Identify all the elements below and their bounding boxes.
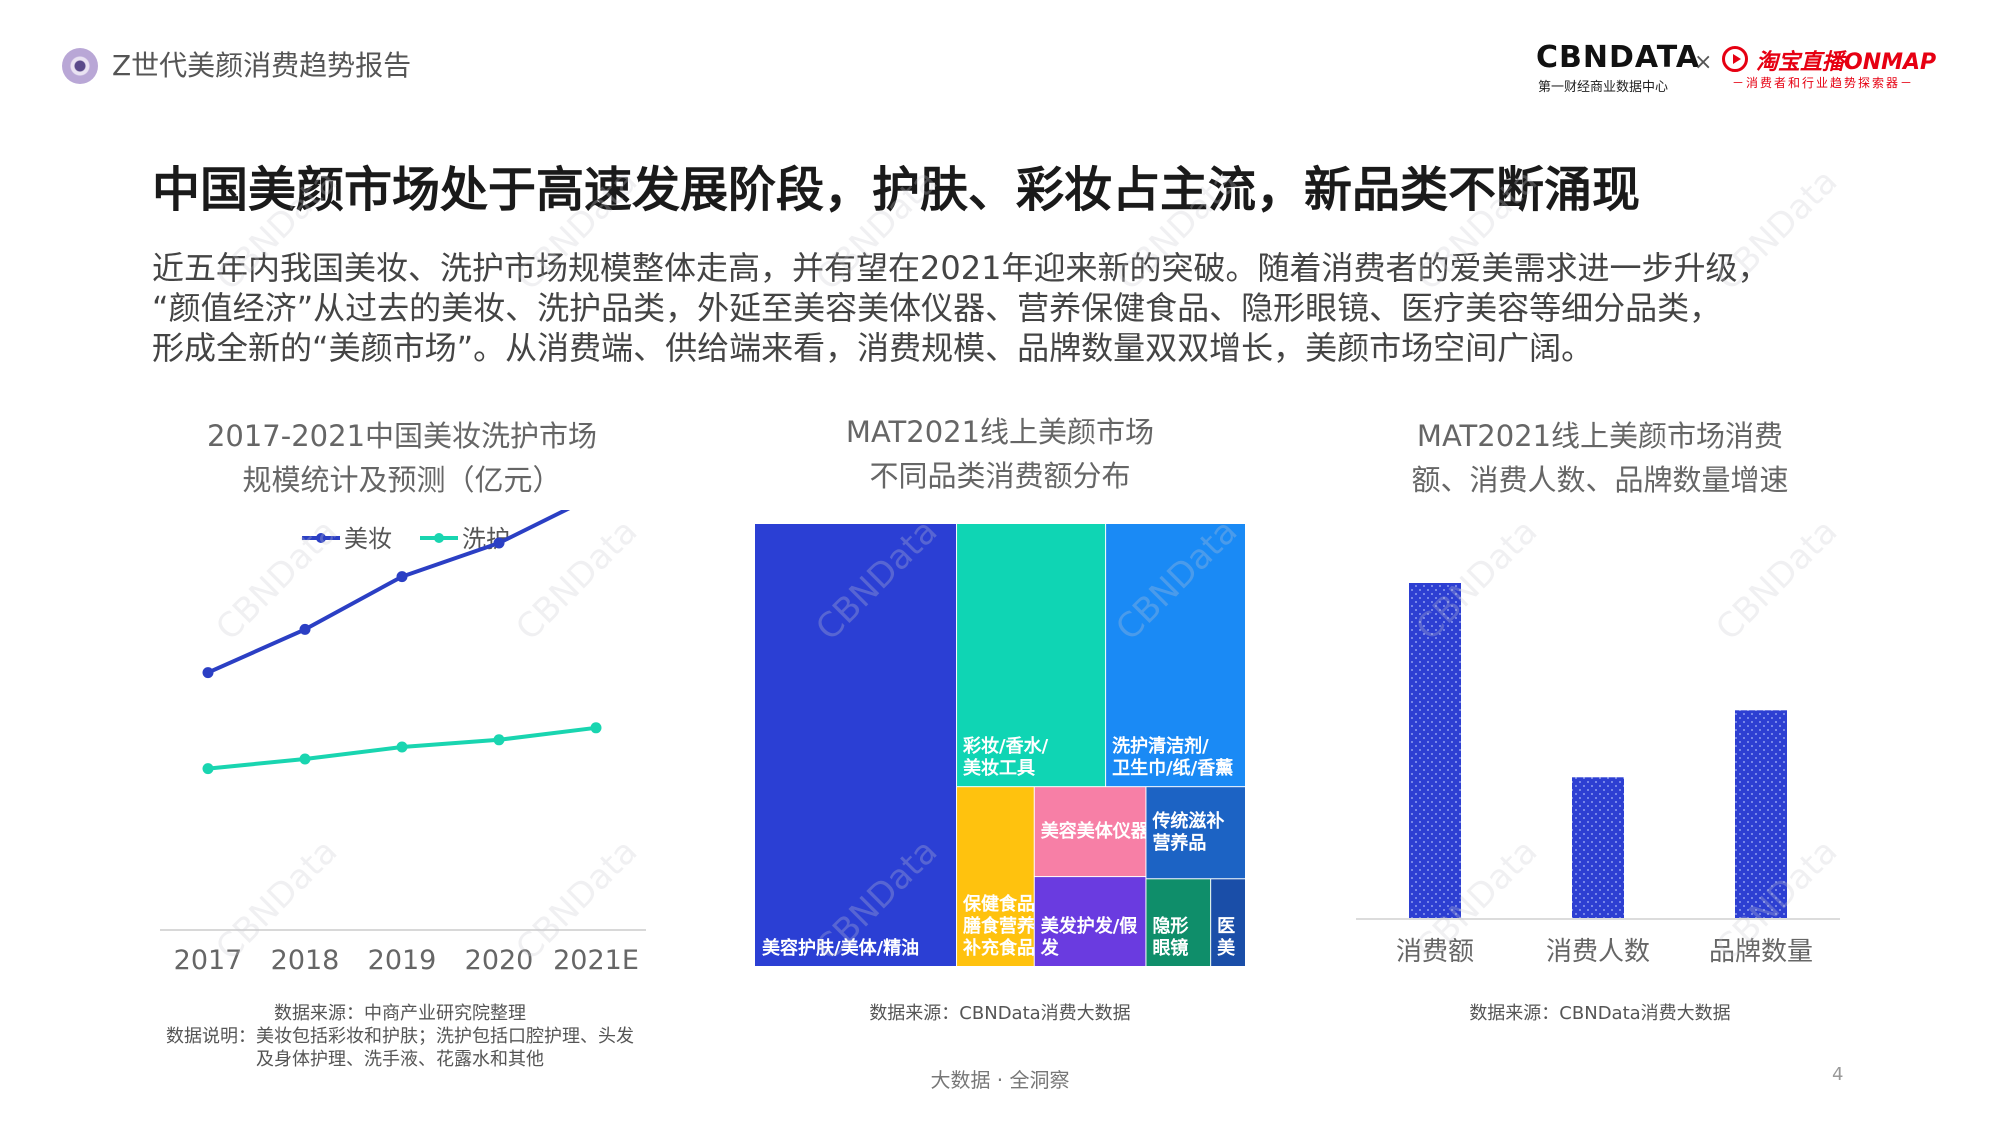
intro-line: 近五年内我国美妆、洗护市场规模整体走高，并有望在2021年迎来新的突破。随着消费… — [152, 249, 1770, 287]
treemap-source: 数据来源：CBNData消费大数据 — [760, 1002, 1240, 1025]
treemap-label: 传统滋补营养品 — [1151, 810, 1224, 854]
bar-chart-title-line: 额、消费人数、品牌数量增速 — [1411, 463, 1789, 497]
treemap-rect — [957, 524, 1106, 787]
data-point — [493, 734, 505, 746]
treemap-title: MAT2021线上美颜市场 不同品类消费额分布 — [760, 410, 1240, 498]
data-point — [299, 753, 311, 765]
x-tick-label: 2020 — [465, 945, 534, 976]
treemap-rect — [957, 787, 1034, 966]
bar-chart-title-line: MAT2021线上美颜市场消费 — [1416, 419, 1784, 453]
taobao-live-logo: 淘宝直播ONMAP — [1756, 50, 1937, 75]
bar-消费额 — [1409, 583, 1461, 918]
bar-消费人数 — [1572, 777, 1624, 918]
data-point — [396, 741, 408, 753]
data-point — [396, 571, 408, 583]
footer-tagline: 大数据 · 全洞察 — [930, 1068, 1070, 1092]
line-chart-source: 数据来源：中商产业研究院整理 数据说明：美妆包括彩妆和护肤；洗护包括口腔护理、头… — [140, 1002, 660, 1071]
treemap-rect — [1146, 879, 1211, 966]
source-line: 数据来源：CBNData消费大数据 — [1469, 1003, 1731, 1024]
treemap-label: 美容美体仪器 — [1041, 820, 1150, 842]
intro-paragraph: 近五年内我国美妆、洗护市场规模整体走高，并有望在2021年迎来新的突破。随着消费… — [152, 248, 1842, 368]
intro-line: “颜值经济”从过去的美妆、洗护品类，外延至美容美体仪器、营养保健食品、隐形眼镜、… — [152, 289, 1722, 327]
source-line: 及身体护理、洗手液、花露水和其他 — [256, 1049, 544, 1070]
x-tick-label: 2019 — [368, 945, 437, 976]
treemap-rect — [1146, 787, 1245, 879]
x-tick-label: 2017 — [174, 945, 243, 976]
treemap-rect — [1106, 524, 1245, 787]
legend-label: 美妆 — [344, 525, 392, 553]
treemap-cell: 美容护肤/美体/精油 — [755, 524, 957, 966]
treemap-label: 美容护肤/美体/精油 — [762, 937, 919, 959]
source-line: 数据来源：中商产业研究院整理 — [274, 1003, 526, 1024]
treemap-title-line: MAT2021线上美颜市场 — [845, 415, 1155, 449]
treemap-title-line: 不同品类消费额分布 — [869, 459, 1131, 493]
treemap-label: 保健食品/膳食营养补充食品 — [962, 893, 1042, 959]
treemap-cell: 洗护清洁剂/卫生巾/纸/香薰 — [1106, 524, 1245, 787]
cbndata-logo-subtitle: 第一财经商业数据中心 — [1538, 80, 1669, 95]
bar-chart-source: 数据来源：CBNData消费大数据 — [1360, 1002, 1840, 1025]
treemap-cell: 医美 — [1211, 879, 1245, 966]
data-point — [202, 763, 214, 775]
page-number: 4 — [1832, 1064, 1844, 1085]
treemap-rect — [1211, 879, 1245, 966]
treemap-chart: 美容护肤/美体/精油 彩妆/香水/美妆工具 洗护清洁剂/卫生巾/纸/香薰保健食品/膳… — [755, 524, 1245, 966]
taobao-live-play-icon — [1722, 46, 1748, 72]
source-line: 数据说明：美妆包括彩妆和护肤；洗护包括口腔护理、头发 — [166, 1026, 634, 1047]
line-chart-title: 2017-2021中国美妆洗护市场 规模统计及预测（亿元） — [150, 414, 654, 502]
data-point — [299, 623, 311, 635]
treemap-label: 洗护清洁剂/卫生巾/纸/香薰 — [1112, 735, 1233, 779]
intro-line: 形成全新的“美颜市场”。从消费端、供给端来看，消费规模、品牌数量双双增长，美颜市… — [152, 329, 1594, 367]
treemap-cell: 美容美体仪器 — [1034, 787, 1150, 877]
x-tick-label: 2018 — [271, 945, 340, 976]
report-title: Z世代美颜消费趋势报告 — [112, 49, 412, 82]
treemap-cell: 美发护发/假发 — [1034, 877, 1146, 966]
treemap-label: 美发护发/假发 — [1040, 915, 1139, 959]
treemap-cell: 隐形眼镜 — [1146, 879, 1211, 966]
data-point — [493, 537, 505, 549]
treemap-cell: 彩妆/香水/美妆工具 — [957, 524, 1106, 787]
x-tick-label: 消费人数 — [1546, 937, 1650, 967]
source-line: 数据来源：CBNData消费大数据 — [869, 1003, 1131, 1024]
x-tick-label: 2021E — [553, 945, 639, 976]
treemap-label: 彩妆/香水/美妆工具 — [962, 735, 1049, 779]
treemap-rect — [1034, 787, 1146, 877]
treemap-cell: 保健食品/膳食营养补充食品 — [957, 787, 1042, 966]
legend-swatch-marker — [316, 533, 326, 543]
line-chart-title-line: 2017-2021中国美妆洗护市场 — [206, 419, 598, 453]
treemap-rect — [1034, 877, 1146, 966]
bar-品牌数量 — [1735, 710, 1787, 918]
data-point — [590, 722, 602, 734]
x-tick-label: 品牌数量 — [1709, 937, 1813, 967]
x-tick-label: 消费额 — [1396, 937, 1474, 967]
treemap-rect — [755, 524, 957, 966]
bar-chart-title: MAT2021线上美颜市场消费 额、消费人数、品牌数量增速 — [1360, 414, 1840, 502]
brand-separator: × — [1694, 50, 1713, 75]
treemap-label: 医美 — [1217, 916, 1235, 959]
slide-heading: 中国美颜市场处于高速发展阶段，护肤、彩妆占主流，新品类不断涌现 — [152, 162, 1641, 218]
report-logo-icon — [62, 48, 98, 84]
legend-swatch-marker — [434, 533, 444, 543]
data-point — [202, 667, 214, 679]
series-line-美妆 — [207, 510, 571, 675]
line-chart-title-line: 规模统计及预测（亿元） — [242, 463, 562, 497]
treemap-cell: 传统滋补营养品 — [1146, 787, 1245, 879]
taobao-live-logo-subtitle: －消费者和行业趋势探索器－ — [1732, 76, 1915, 90]
cbndata-logo: CBNDATA — [1536, 40, 1701, 75]
treemap-label: 隐形眼镜 — [1152, 916, 1188, 959]
bar-chart: 消费额 消费人数 品牌数量 — [1356, 583, 1840, 967]
